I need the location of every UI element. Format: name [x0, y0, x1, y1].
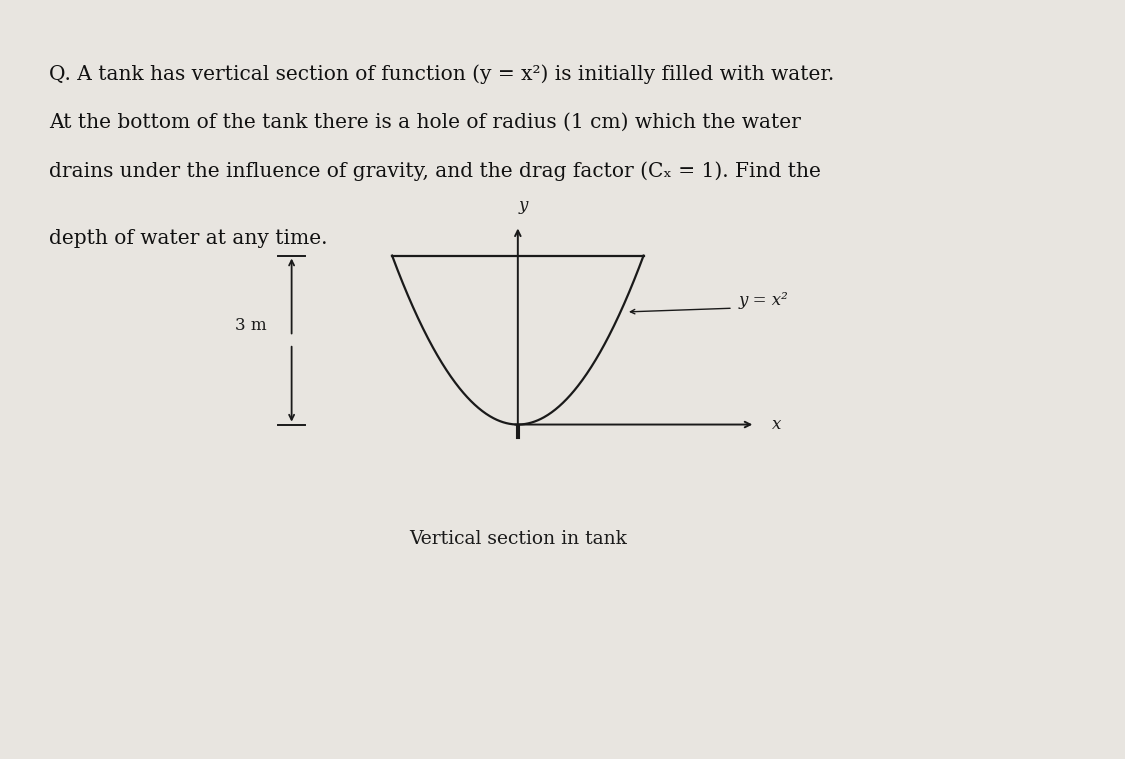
Text: depth of water at any time.: depth of water at any time.: [48, 229, 327, 248]
Text: Vertical section in tank: Vertical section in tank: [408, 530, 627, 548]
Text: y = x²: y = x²: [738, 292, 789, 309]
Text: At the bottom of the tank there is a hole of radius (1 cm) which the water: At the bottom of the tank there is a hol…: [48, 113, 801, 132]
Text: Q. A tank has vertical section of function (y = x²) is initially filled with wat: Q. A tank has vertical section of functi…: [48, 65, 834, 84]
Text: 3 m: 3 m: [235, 317, 267, 333]
Text: x: x: [772, 416, 782, 433]
Text: drains under the influence of gravity, and the drag factor (Cₓ = 1). Find the: drains under the influence of gravity, a…: [48, 162, 821, 181]
Text: y: y: [519, 197, 528, 214]
